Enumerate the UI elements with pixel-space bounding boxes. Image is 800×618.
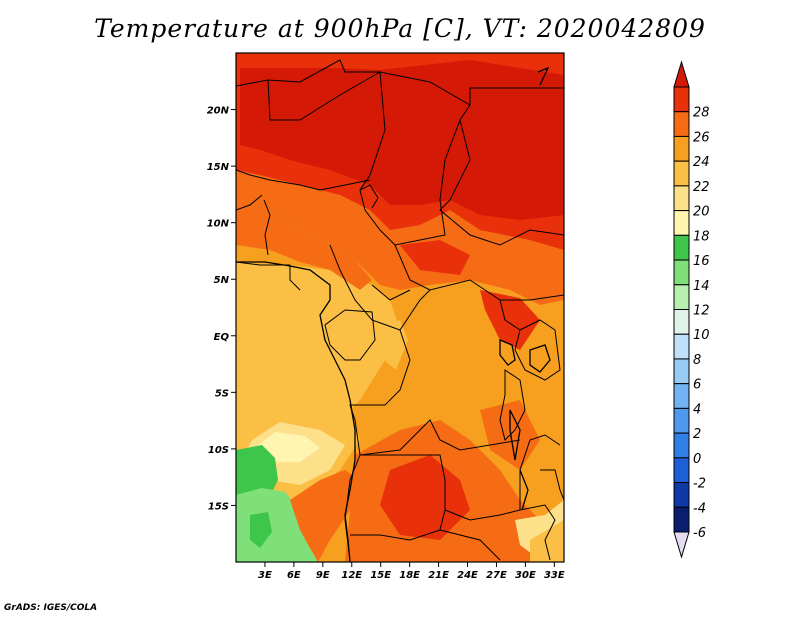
colorbar-box — [673, 259, 690, 286]
coastlines — [236, 66, 551, 562]
colorbar-box — [673, 482, 690, 508]
x-tick-label: 12E — [341, 570, 362, 581]
x-axis: 3E 6E 9E 12E 15E 18E 21E 24E 27E 30E 33E — [258, 562, 565, 581]
colorbar-label: 20 — [693, 205, 710, 220]
colorbar-label: 0 — [693, 452, 701, 467]
colorbar-label: 8 — [693, 353, 701, 368]
colorbar-box — [673, 333, 690, 360]
colorbar-box — [673, 284, 690, 310]
map-frame — [235, 52, 565, 563]
colorbar-label: 12 — [693, 304, 710, 319]
colorbar-top-triangle — [673, 60, 690, 88]
colorbar-box — [673, 309, 690, 335]
colorbar-box — [673, 407, 690, 434]
x-tick-label: 3E — [258, 570, 272, 581]
colorbar-box — [673, 358, 690, 385]
colorbar-label: 28 — [693, 106, 710, 121]
colorbar-box — [673, 457, 690, 484]
colorbar-label: -6 — [693, 526, 706, 541]
y-tick-label: 5S — [215, 388, 229, 399]
y-tick-label: 20N — [207, 106, 230, 117]
temperature-field — [236, 53, 564, 562]
y-tick-label: 15S — [208, 501, 229, 512]
colorbar-box — [673, 185, 690, 212]
x-tick-label: 15E — [370, 570, 391, 581]
colorbar-box — [673, 432, 690, 459]
colorbar-box — [673, 383, 690, 409]
country-boundaries — [236, 59, 564, 561]
x-tick-label: 27E — [486, 570, 507, 581]
x-tick-label: 6E — [287, 570, 301, 581]
colorbar-label: 18 — [693, 229, 710, 244]
colorbar-box — [673, 506, 690, 533]
colorbar-label: 22 — [693, 180, 710, 195]
colorbar-box — [673, 234, 690, 261]
x-tick-label: 18E — [399, 570, 420, 581]
colorbar-box — [673, 160, 690, 187]
colorbar-label: 24 — [693, 155, 710, 170]
colorbar-label: 4 — [693, 402, 701, 417]
x-tick-label: 9E — [316, 570, 330, 581]
colorbar-label: 16 — [693, 254, 710, 269]
credit-label: GrADS: IGES/COLA — [4, 603, 98, 613]
x-tick-label: 24E — [457, 570, 478, 581]
y-tick-label: EQ — [214, 332, 230, 343]
colorbar-box — [673, 135, 690, 162]
y-tick-label: 15N — [207, 162, 230, 173]
colorbar-bottom-triangle — [673, 531, 690, 559]
y-tick-label: 5N — [214, 275, 230, 286]
y-tick-label: 10N — [207, 219, 230, 230]
plot-title: Temperature at 900hPa [C], VT: 202004280… — [94, 14, 706, 43]
colorbar-label: 14 — [693, 279, 710, 294]
x-tick-label: 21E — [428, 570, 449, 581]
x-tick-label: 33E — [544, 570, 565, 581]
y-tick-label: 10S — [208, 445, 229, 456]
colorbar-label: 10 — [693, 328, 710, 343]
colorbar-box — [673, 86, 690, 113]
colorbar-label: 2 — [693, 427, 701, 442]
colorbar-label: -2 — [693, 477, 706, 492]
colorbar-box — [673, 210, 690, 236]
x-tick-label: 30E — [515, 570, 536, 581]
colorbar-box — [673, 111, 690, 137]
colorbar-label: 6 — [693, 378, 701, 393]
y-axis: 20N 15N 10N 5N EQ 5S 10S 15S — [207, 106, 236, 512]
colorbar-label: 26 — [693, 130, 710, 145]
colorbar-label: -4 — [693, 501, 706, 516]
